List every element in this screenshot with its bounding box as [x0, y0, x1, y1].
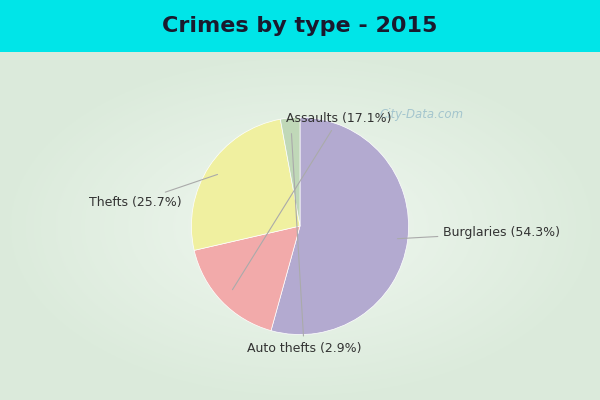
Wedge shape: [194, 226, 300, 331]
Wedge shape: [280, 118, 300, 226]
Text: Thefts (25.7%): Thefts (25.7%): [89, 174, 218, 209]
Text: Auto thefts (2.9%): Auto thefts (2.9%): [247, 134, 361, 354]
Text: Assaults (17.1%): Assaults (17.1%): [232, 112, 392, 290]
Text: Burglaries (54.3%): Burglaries (54.3%): [397, 226, 560, 240]
Text: Crimes by type - 2015: Crimes by type - 2015: [163, 16, 437, 36]
Wedge shape: [271, 118, 409, 334]
Text: City-Data.com: City-Data.com: [380, 108, 464, 121]
Wedge shape: [191, 119, 300, 250]
